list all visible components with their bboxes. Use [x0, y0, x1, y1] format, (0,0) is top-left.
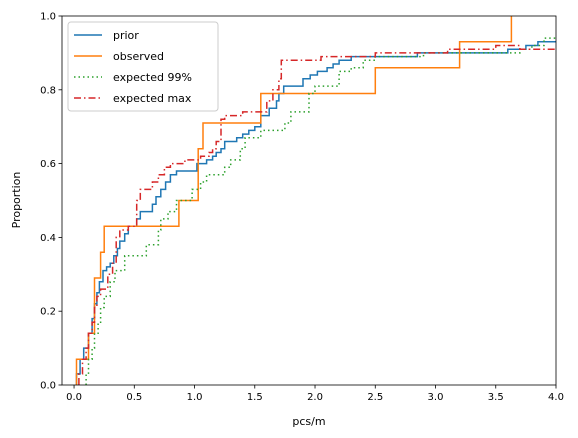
y-tick-label: 1.0 — [40, 12, 56, 23]
y-tick-label: 0.2 — [40, 307, 56, 318]
x-tick-label: 3.5 — [488, 392, 504, 403]
y-tick-label: 0.0 — [40, 381, 56, 392]
x-tick-label: 0.5 — [126, 392, 142, 403]
legend-label: observed — [113, 50, 164, 63]
legend-label: expected 99% — [113, 71, 192, 84]
y-tick-label: 0.8 — [40, 85, 56, 96]
x-tick-label: 1.5 — [247, 392, 263, 403]
x-tick-label: 4.0 — [548, 392, 564, 403]
legend-label: expected max — [113, 92, 192, 105]
y-axis-label: Proportion — [10, 172, 23, 229]
x-tick-label: 0.0 — [66, 392, 82, 403]
x-tick-label: 1.0 — [187, 392, 203, 403]
legend-label: prior — [113, 29, 139, 42]
x-tick-label: 2.0 — [307, 392, 323, 403]
y-tick-label: 0.6 — [40, 159, 56, 170]
y-tick-label: 0.4 — [40, 233, 56, 244]
x-tick-label: 2.5 — [367, 392, 383, 403]
legend: prior observed expected 99% expected max — [68, 22, 218, 111]
x-tick-label: 3.0 — [428, 392, 444, 403]
x-axis-label: pcs/m — [292, 415, 325, 428]
